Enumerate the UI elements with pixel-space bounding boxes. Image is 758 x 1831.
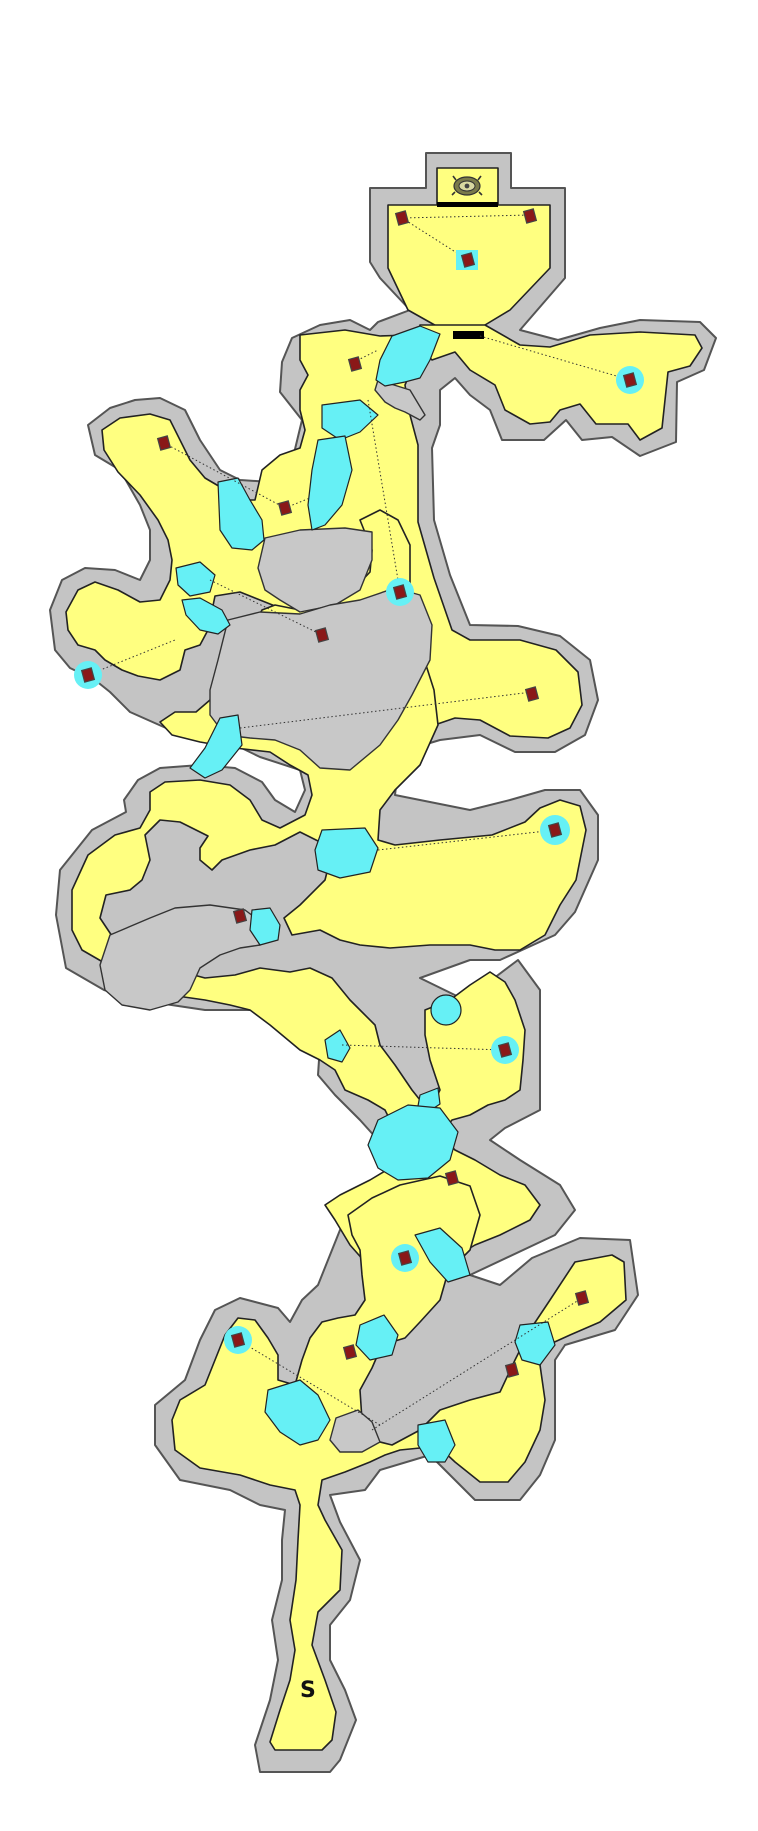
treasure-chest-icon[interactable] — [347, 356, 363, 372]
spiral-altar-icon[interactable] — [451, 175, 483, 196]
gates — [437, 202, 498, 339]
start-marker: S — [300, 1678, 316, 1703]
east-corridor-floor — [417, 324, 703, 441]
treasure-chest-icon[interactable] — [540, 815, 570, 845]
water-pool-6 — [181, 597, 231, 635]
treasure-chest-icon[interactable] — [232, 908, 248, 924]
rock-islands — [99, 379, 433, 1453]
water-pools — [175, 325, 556, 1463]
treasure-chest-icon[interactable] — [391, 1244, 419, 1272]
treasure-chest-icon[interactable] — [522, 208, 538, 224]
water-pool-2 — [321, 399, 379, 441]
southern-rooms-floor — [171, 1175, 627, 1751]
water-pool-1 — [375, 325, 441, 387]
water-pool-3 — [307, 435, 353, 531]
water-pool-18 — [417, 1419, 456, 1463]
water-pool-5 — [175, 561, 216, 597]
treasure-chest-icon[interactable] — [224, 1326, 252, 1354]
lower-rock — [329, 1409, 381, 1453]
water-pool-15 — [355, 1314, 399, 1361]
water-pool-10 — [324, 1029, 351, 1063]
treasure-chest-icon[interactable] — [386, 578, 414, 606]
central-cavern-floor — [71, 509, 587, 1283]
treasure-chest-icon[interactable] — [491, 1036, 519, 1064]
treasure-chest-icon[interactable] — [616, 366, 644, 394]
treasure-chest-icon[interactable] — [504, 1362, 520, 1378]
water-pool-14 — [414, 1227, 471, 1283]
treasure-chest-icon[interactable] — [156, 435, 172, 451]
treasure-chest-icon[interactable] — [394, 210, 410, 226]
water-pool-16 — [514, 1321, 556, 1366]
room-gate — [453, 331, 484, 339]
treasure-chest-icon[interactable] — [444, 1170, 460, 1186]
treasure-chest-icon[interactable] — [277, 500, 293, 516]
neck-rock — [374, 379, 426, 421]
treasure-chest-icon[interactable] — [314, 627, 330, 643]
water-pool-19 — [430, 994, 462, 1026]
upper-rock — [257, 527, 373, 613]
water-pool-13 — [367, 1104, 459, 1181]
water-pool-8 — [314, 827, 379, 879]
water-pool-9 — [249, 907, 281, 946]
water-pool-17 — [264, 1379, 331, 1446]
west-rock — [99, 904, 266, 1011]
treasure-chest-icon[interactable] — [524, 686, 540, 702]
treasure-chest-icon[interactable] — [574, 1290, 590, 1306]
treasure-chest-icon[interactable] — [342, 1344, 358, 1360]
boss-gate — [437, 202, 498, 207]
treasure-chests — [74, 208, 644, 1378]
water-pool-7 — [189, 714, 243, 779]
cave-floor — [65, 167, 703, 1751]
treasure-chest-icon[interactable] — [74, 661, 102, 689]
treasure-chest-icon[interactable] — [456, 250, 478, 270]
